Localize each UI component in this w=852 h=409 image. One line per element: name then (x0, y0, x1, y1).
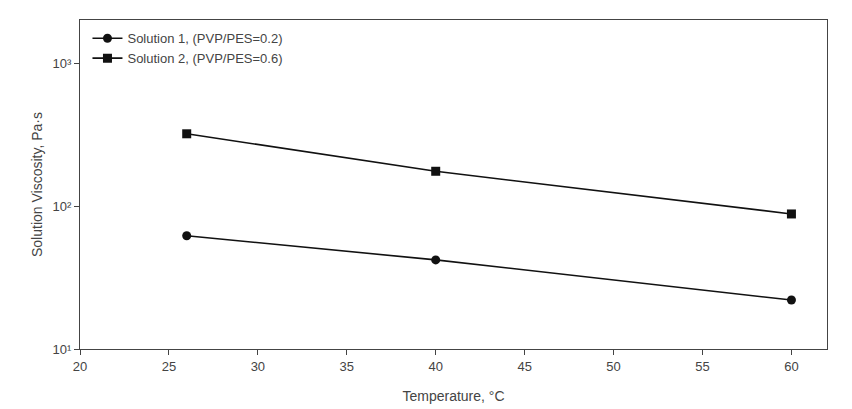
svg-text:Solution 2, (PVP/PES=0.6): Solution 2, (PVP/PES=0.6) (127, 51, 282, 66)
svg-text:20: 20 (73, 359, 87, 374)
svg-text:30: 30 (251, 359, 265, 374)
svg-text:Temperature, °C: Temperature, °C (402, 388, 504, 404)
svg-text:10¹: 10¹ (53, 342, 72, 357)
svg-text:35: 35 (340, 359, 354, 374)
svg-text:45: 45 (517, 359, 531, 374)
svg-text:Solution Viscosity, Pa·s: Solution Viscosity, Pa·s (29, 112, 45, 257)
svg-text:55: 55 (695, 359, 709, 374)
svg-text:10³: 10³ (53, 56, 72, 71)
svg-text:25: 25 (162, 359, 176, 374)
svg-text:Solution 1, (PVP/PES=0.2): Solution 1, (PVP/PES=0.2) (127, 31, 282, 46)
svg-text:50: 50 (606, 359, 620, 374)
svg-text:60: 60 (784, 359, 798, 374)
svg-text:10²: 10² (53, 199, 72, 214)
svg-text:40: 40 (428, 359, 442, 374)
